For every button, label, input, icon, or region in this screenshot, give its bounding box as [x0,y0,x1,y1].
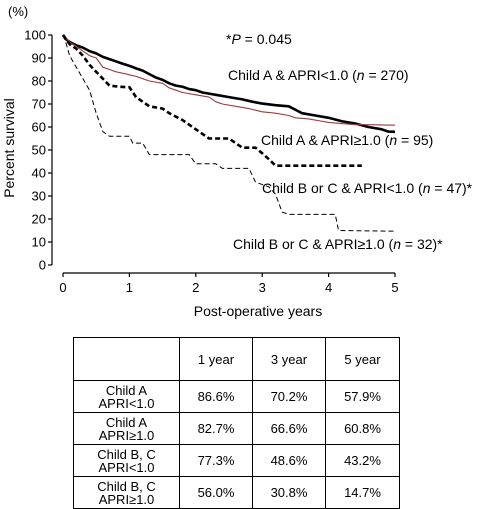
curve-label: Child B or C & APRI≥1.0 (n = 32)* [233,236,443,252]
x-axis-ticks: 0 1 2 3 4 5 [59,273,399,295]
table-cell: 60.8% [325,412,400,445]
table-row: Child B, C APRI≥1.0 56.0% 30.8% 14.7% [73,476,400,509]
survival-chart: (%) *P = 0.045 0 10 20 30 40 50 60 70 80 90 100 0 1… [1,4,473,319]
row-label-line: Child B, C [97,478,156,494]
row-label-line: Child A [105,382,148,398]
curve-child-bc-apri-ge1 [62,34,396,232]
table-row: Child B, C APRI<1.0 77.3% 48.6% 43.2% [73,444,400,477]
table-header-row: 1 year 3 year 5 year [73,337,400,381]
y-tick-label: 30 [32,189,46,204]
y-axis-ticks: 0 10 20 30 40 50 60 70 80 90 100 [24,28,52,273]
row-label-line: APRI<1.0 [98,395,155,411]
x-tick-label: 2 [192,280,199,295]
y-tick-label: 50 [32,143,46,158]
row-label: Child B, C APRI≥1.0 [73,476,180,509]
table-cell: 14.7% [325,476,400,509]
survival-rate-table: 1 year 3 year 5 year Child A APRI<1.0 86.… [73,337,400,509]
column-header-5-year: 5 year [325,337,400,381]
y-tick-label: 40 [32,166,46,181]
curve-label: Child A & APRI<1.0 (n = 270) [228,67,409,83]
p-value-text: = 0.045 [241,31,292,47]
y-axis-title: Percent survival [1,98,17,198]
table-cell: 48.6% [252,444,326,477]
y-tick-label: 0 [39,258,46,273]
curve-child-a-apri-lt1 [61,34,396,134]
p-value-annotation: *P = 0.045 [226,31,292,47]
curve-label: Child A & APRI≥1.0 (n = 95) [261,132,433,148]
x-tick-label: 1 [126,280,133,295]
table-cell: 57.9% [325,380,400,413]
curve-label: Child B or C & APRI<1.0 (n = 47)* [262,180,473,196]
y-tick-label: 80 [32,74,46,89]
table-cell: 43.2% [325,444,400,477]
row-label: Child A APRI<1.0 [73,380,180,413]
table-cell: 66.6% [252,412,326,445]
x-axis-title: Post-operative years [194,303,322,319]
row-label-line: APRI≥1.0 [98,491,155,507]
column-header-1-year: 1 year [179,337,253,381]
table-cell: 30.8% [252,476,326,509]
row-label-line: APRI≥1.0 [98,427,155,443]
row-label-line: Child A [105,414,148,430]
row-label: Child B, C APRI<1.0 [73,444,180,477]
table-cell: 77.3% [179,444,253,477]
y-tick-label: 100 [24,28,46,43]
y-tick-label: 10 [32,235,46,250]
curve-child-a-apri-ge1 [62,34,396,126]
table-row: Child A APRI≥1.0 82.7% 66.6% 60.8% [73,412,400,445]
survival-curves [61,34,396,232]
x-tick-label: 5 [391,280,398,295]
y-tick-label: 60 [32,120,46,135]
table-cell: 56.0% [179,476,253,509]
y-unit-label: (%) [8,4,28,19]
row-label-line: Child B, C [97,446,156,462]
table-row: Child A APRI<1.0 86.6% 70.2% 57.9% [73,380,400,413]
x-tick-label: 3 [259,280,266,295]
y-tick-label: 90 [32,51,46,66]
y-tick-label: 20 [32,212,46,227]
y-tick-label: 70 [32,97,46,112]
x-tick-label: 0 [59,280,66,295]
table-corner-cell [73,337,180,381]
x-tick-label: 4 [325,280,332,295]
row-label-line: APRI<1.0 [98,459,155,475]
table-cell: 86.6% [179,380,253,413]
column-header-3-year: 3 year [252,337,326,381]
row-label: Child A APRI≥1.0 [73,412,180,445]
table-cell: 82.7% [179,412,253,445]
table-cell: 70.2% [252,380,326,413]
curve-child-bc-apri-lt1 [61,34,362,167]
curve-labels: Child A & APRI<1.0 (n = 270) Child A & AP… [228,67,473,252]
